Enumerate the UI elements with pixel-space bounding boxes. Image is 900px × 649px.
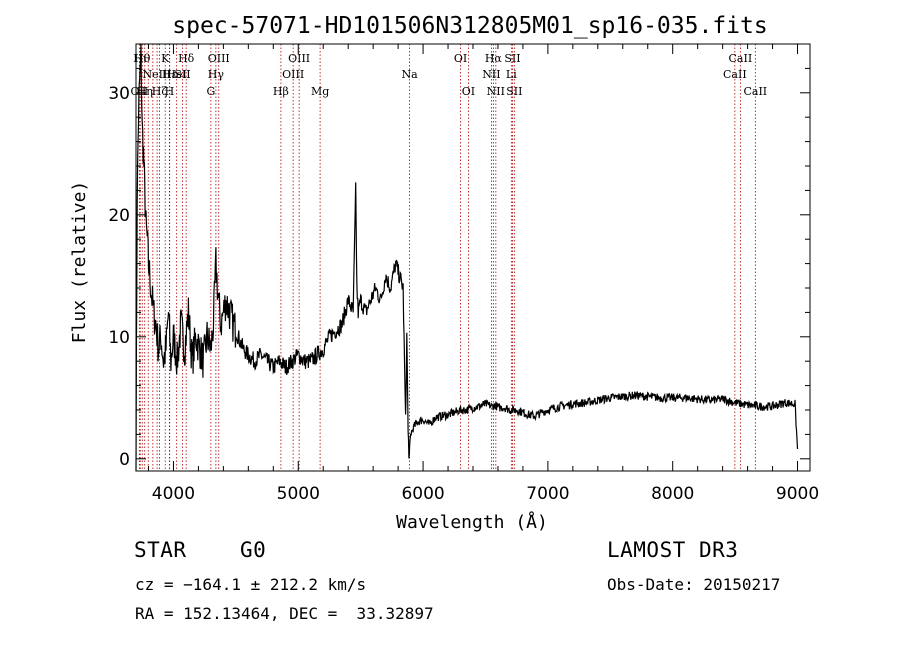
spectrum-line [135,43,799,472]
line-label-14: G [206,85,215,98]
obs-date: Obs-Date: 20150217 [607,575,781,594]
line-label-15: Hγ [208,68,225,81]
y-tick-label-30: 30 [108,84,130,104]
x-tick-label-9000: 9000 [776,484,819,504]
x-tick-label-7000: 7000 [526,484,569,504]
line-label-30: CaII [723,68,747,81]
line-label-16: OIII [208,52,230,65]
plot-frame [135,43,811,472]
emission-line-markers [138,44,756,471]
line-label-13: Hδ [178,52,195,65]
tick-labels: 4000 5000 6000 7000 8000 9000 0 10 20 30 [108,84,819,504]
x-tick-label-8000: 8000 [651,484,694,504]
line-label-2: Hθ [134,52,151,65]
axis-ticks [136,43,810,471]
redshift-readout: cz = −164.1 ± 212.2 km/s [135,575,367,594]
survey-release: LAMOST DR3 [607,538,739,562]
y-tick-label-20: 20 [108,206,130,226]
line-label-18: OIII [282,68,304,81]
line-label-23: OI [462,85,475,98]
line-label-3: Hη [137,85,153,98]
line-label-12: SII [174,68,190,81]
x-axis-label: Wavelength (Å) [396,511,548,533]
x-tick-label-4000: 4000 [152,484,195,504]
emission-line-labels: OIIHιHθHηNeIIIHζKHHεHeISIIHδGHγOIIIHβOII… [131,52,768,98]
line-label-7: Hζ [152,85,168,98]
line-label-29: SII [506,85,522,98]
coordinates: RA = 152.13464, DEC = 33.32897 [135,604,434,623]
line-label-9: H [165,85,175,98]
x-tick-label-5000: 5000 [277,484,320,504]
line-label-11: HeI [166,68,186,81]
line-label-21: Na [402,68,419,81]
y-axis-label: Flux (relative) [69,181,90,344]
chart-title: spec-57071-HD101506N312805M01_sp16-035.f… [172,13,767,39]
object-class: STAR [134,538,187,562]
line-label-27: Li [506,68,517,81]
line-label-31: CaII [729,52,753,65]
line-label-32: CaII [743,85,767,98]
y-tick-label-10: 10 [108,328,130,348]
line-label-6: NeIII [143,68,172,81]
line-label-8: K [161,52,170,65]
line-label-28: SII [504,52,520,65]
y-tick-label-0: 0 [119,450,130,470]
line-label-10: Hε [162,68,178,81]
object-subclass: G0 [240,538,267,562]
line-label-22: OI [454,52,467,65]
line-label-26: NII [487,85,505,98]
line-label-20: Mg [311,85,329,98]
line-label-25: Hα [485,52,503,65]
line-label-24: NII [482,68,500,81]
line-label-19: OIII [288,52,310,65]
x-tick-label-6000: 6000 [401,484,444,504]
line-label-17: Hβ [273,85,289,98]
